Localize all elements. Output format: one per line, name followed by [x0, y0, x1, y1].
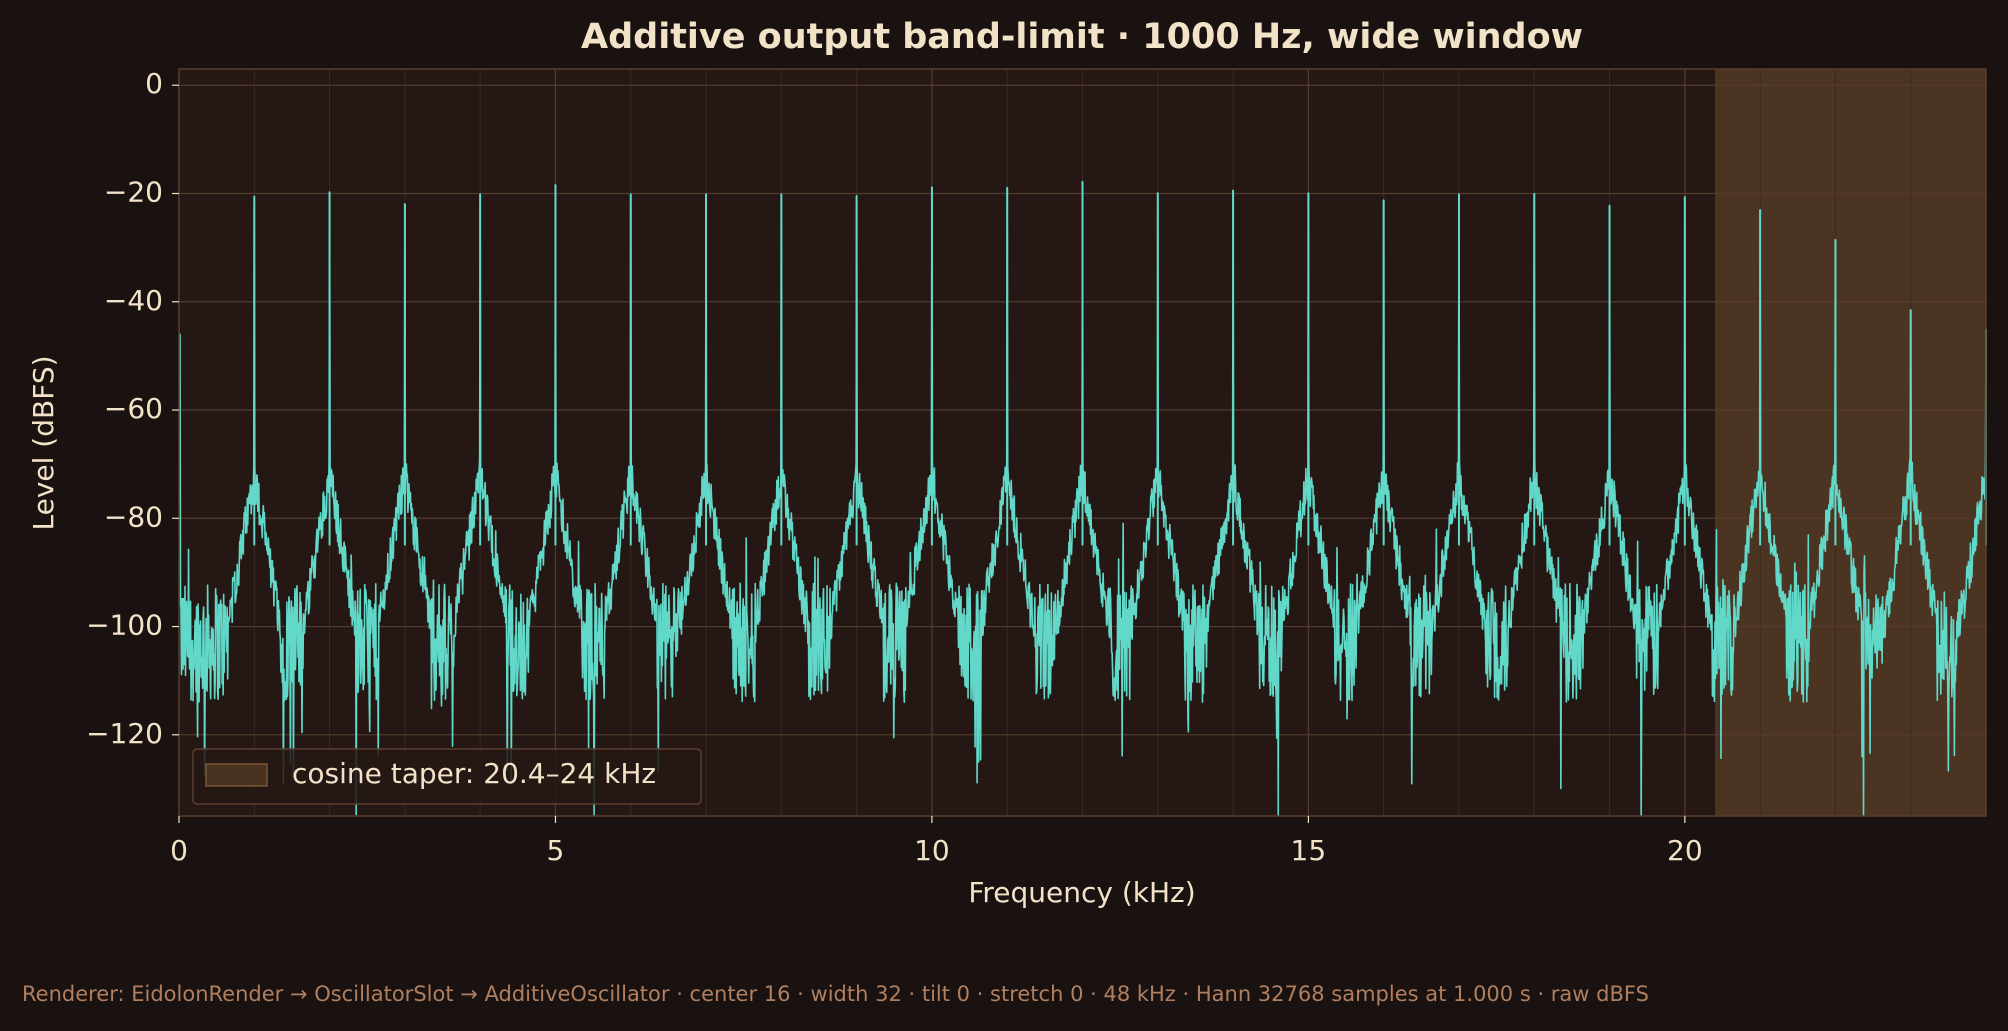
y-axis-label: Level (dBFS) — [27, 355, 60, 530]
y-tick-label: −60 — [104, 392, 163, 425]
y-tick-label: −80 — [104, 500, 163, 533]
x-tick-label: 20 — [1667, 834, 1703, 867]
plot-frame — [178, 68, 1987, 817]
chart-title: Additive output band-limit · 1000 Hz, wi… — [581, 17, 1583, 57]
legend-box — [192, 748, 702, 805]
taper-region — [1714, 69, 1986, 816]
legend: cosine taper: 20.4–24 kHz — [192, 748, 702, 805]
y-tick-label: −20 — [104, 176, 163, 209]
legend-label: cosine taper: 20.4–24 kHz — [292, 757, 656, 790]
x-axis-label: Frequency (kHz) — [968, 876, 1195, 909]
legend-swatch — [205, 763, 268, 787]
x-tick-label: 5 — [547, 834, 565, 867]
y-tick-label: 0 — [145, 67, 163, 100]
x-tick-label: 10 — [914, 834, 950, 867]
renderer-footer: Renderer: EidolonRender → OscillatorSlot… — [22, 982, 1649, 1006]
y-tick-label: −40 — [104, 284, 163, 317]
x-tick-label: 0 — [170, 834, 188, 867]
y-tick-label: −100 — [86, 609, 163, 642]
x-tick-label: 15 — [1291, 834, 1327, 867]
y-tick-label: −120 — [86, 717, 163, 750]
